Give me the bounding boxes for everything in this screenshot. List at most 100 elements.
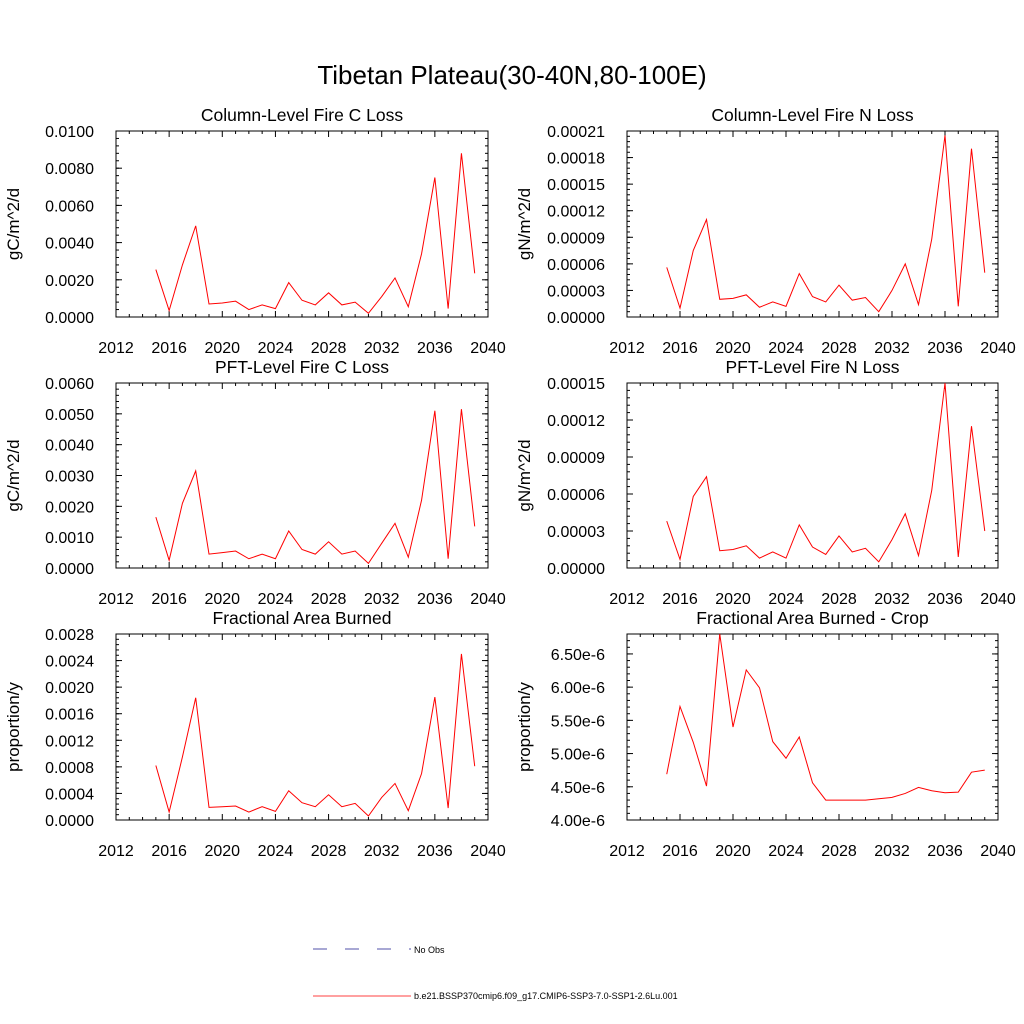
y-tick-label: 0.00006	[547, 487, 605, 504]
x-tick-label: 2032	[364, 340, 400, 357]
panel-title: Column-Level Fire N Loss	[711, 105, 914, 125]
y-tick-label: 0.0040	[45, 236, 94, 253]
panel-2: Column-Level Fire N Loss gN/m^2/d 2012 2016…	[515, 105, 1016, 357]
y-tick-label: 0.0020	[45, 273, 94, 290]
y-tick-label: 0.00018	[547, 151, 605, 168]
y-axis-label: gC/m^2/d	[4, 188, 23, 260]
x-tick-label: 2024	[768, 843, 804, 860]
x-tick-label: 2020	[715, 843, 751, 860]
x-tick-label: 2012	[98, 591, 134, 608]
x-tick-label: 2016	[151, 340, 187, 357]
y-tick-label: 0.00015	[547, 376, 605, 393]
y-tick-label: 0.0030	[45, 469, 94, 486]
y-tick-label: 0.00012	[547, 413, 605, 430]
x-tick-label: 2040	[980, 340, 1016, 357]
x-tick-label: 2040	[980, 591, 1016, 608]
y-tick-label: 0.00012	[547, 204, 605, 221]
y-tick-label: 5.00e-6	[551, 747, 605, 764]
y-tick-label: 0.00000	[547, 310, 605, 327]
y-tick-label: 4.00e-6	[551, 813, 605, 830]
panels: Column-Level Fire C Loss gC/m^2/d 2012 2016…	[4, 105, 1016, 860]
x-tick-label: 2036	[417, 340, 453, 357]
x-tick-label: 2024	[768, 591, 804, 608]
y-axis-label: gN/m^2/d	[515, 188, 534, 260]
panel-6: Fractional Area Burned - Crop proportion/…	[515, 608, 1016, 860]
x-tick-label: 2028	[311, 591, 347, 608]
y-tick-label: 4.50e-6	[551, 780, 605, 797]
y-tick-label: 0.00009	[547, 230, 605, 247]
x-tick-label: 2016	[662, 340, 698, 357]
panel-5: Fractional Area Burned proportion/y 2012 20…	[4, 608, 506, 860]
panel-4: PFT-Level Fire N Loss gN/m^2/d 2012 2016 202…	[515, 357, 1016, 608]
y-axis-label: proportion/y	[4, 682, 23, 772]
x-tick-label: 2028	[821, 843, 857, 860]
x-tick-label: 2028	[821, 591, 857, 608]
y-tick-label: 6.00e-6	[551, 680, 605, 697]
y-tick-label: 0.0016	[45, 707, 94, 724]
y-tick-label: 0.0028	[45, 627, 94, 644]
legend: No Obs b.e21.BSSP370cmip6.f09_g17.CMIP6-…	[313, 945, 678, 1001]
x-tick-label: 2012	[98, 340, 134, 357]
x-tick-label: 2024	[258, 340, 294, 357]
x-tick-label: 2020	[204, 843, 240, 860]
series-line	[155, 153, 476, 314]
x-tick-label: 2040	[470, 591, 506, 608]
x-tick-label: 2040	[470, 843, 506, 860]
y-tick-label: 5.50e-6	[551, 713, 605, 730]
x-tick-label: 2036	[417, 843, 453, 860]
y-tick-label: 0.0100	[45, 124, 94, 141]
y-tick-label: 0.00015	[547, 177, 605, 194]
panel-1: Column-Level Fire C Loss gC/m^2/d 2012 2016…	[4, 105, 506, 357]
x-tick-label: 2020	[715, 340, 751, 357]
x-tick-label: 2020	[715, 591, 751, 608]
x-tick-label: 2036	[417, 591, 453, 608]
series-line	[666, 633, 985, 801]
x-tick-label: 2032	[874, 591, 910, 608]
x-tick-label: 2036	[927, 340, 963, 357]
x-tick-label: 2016	[662, 591, 698, 608]
x-tick-label: 2016	[662, 843, 698, 860]
x-tick-label: 2024	[258, 843, 294, 860]
y-tick-label: 0.0060	[45, 198, 94, 215]
panel-title: PFT-Level Fire C Loss	[215, 357, 389, 377]
y-tick-label: 0.0080	[45, 161, 94, 178]
x-tick-label: 2032	[364, 591, 400, 608]
y-tick-label: 0.0024	[45, 654, 94, 671]
x-tick-label: 2032	[874, 340, 910, 357]
panel-title: Fractional Area Burned - Crop	[696, 608, 928, 628]
x-tick-label: 2040	[980, 843, 1016, 860]
y-tick-label: 0.0000	[45, 813, 94, 830]
x-tick-label: 2016	[151, 843, 187, 860]
y-tick-label: 0.0008	[45, 760, 94, 777]
y-tick-label: 0.0040	[45, 438, 94, 455]
x-tick-label: 2032	[874, 843, 910, 860]
y-tick-label: 0.00003	[547, 524, 605, 541]
y-tick-label: 0.0060	[45, 376, 94, 393]
x-tick-label: 2012	[609, 843, 645, 860]
y-tick-label: 0.00021	[547, 124, 605, 141]
y-axis-label: gC/m^2/d	[4, 439, 23, 511]
x-tick-label: 2012	[609, 340, 645, 357]
x-tick-label: 2040	[470, 340, 506, 357]
y-tick-label: 0.0010	[45, 530, 94, 547]
panel-title: Fractional Area Burned	[213, 608, 392, 628]
series-line	[666, 135, 986, 313]
y-tick-label: 0.0050	[45, 407, 94, 424]
legend-obs-label: No Obs	[414, 945, 445, 955]
figure-title: Tibetan Plateau(30-40N,80-100E)	[317, 60, 706, 90]
legend-model-label: b.e21.BSSP370cmip6.f09_g17.CMIP6-SSP3-7.…	[414, 991, 678, 1001]
series-line	[155, 409, 476, 565]
x-tick-label: 2020	[204, 591, 240, 608]
x-tick-label: 2028	[821, 340, 857, 357]
y-tick-label: 0.00009	[547, 450, 605, 467]
x-tick-label: 2012	[609, 591, 645, 608]
y-tick-label: 0.0000	[45, 561, 94, 578]
panel-3: PFT-Level Fire C Loss gC/m^2/d 2012 2016 202…	[4, 357, 506, 608]
x-tick-label: 2036	[927, 591, 963, 608]
y-tick-label: 0.00006	[547, 257, 605, 274]
series-line	[155, 653, 476, 817]
x-tick-label: 2028	[311, 340, 347, 357]
y-tick-label: 0.0004	[45, 786, 94, 803]
series-line	[666, 382, 986, 563]
